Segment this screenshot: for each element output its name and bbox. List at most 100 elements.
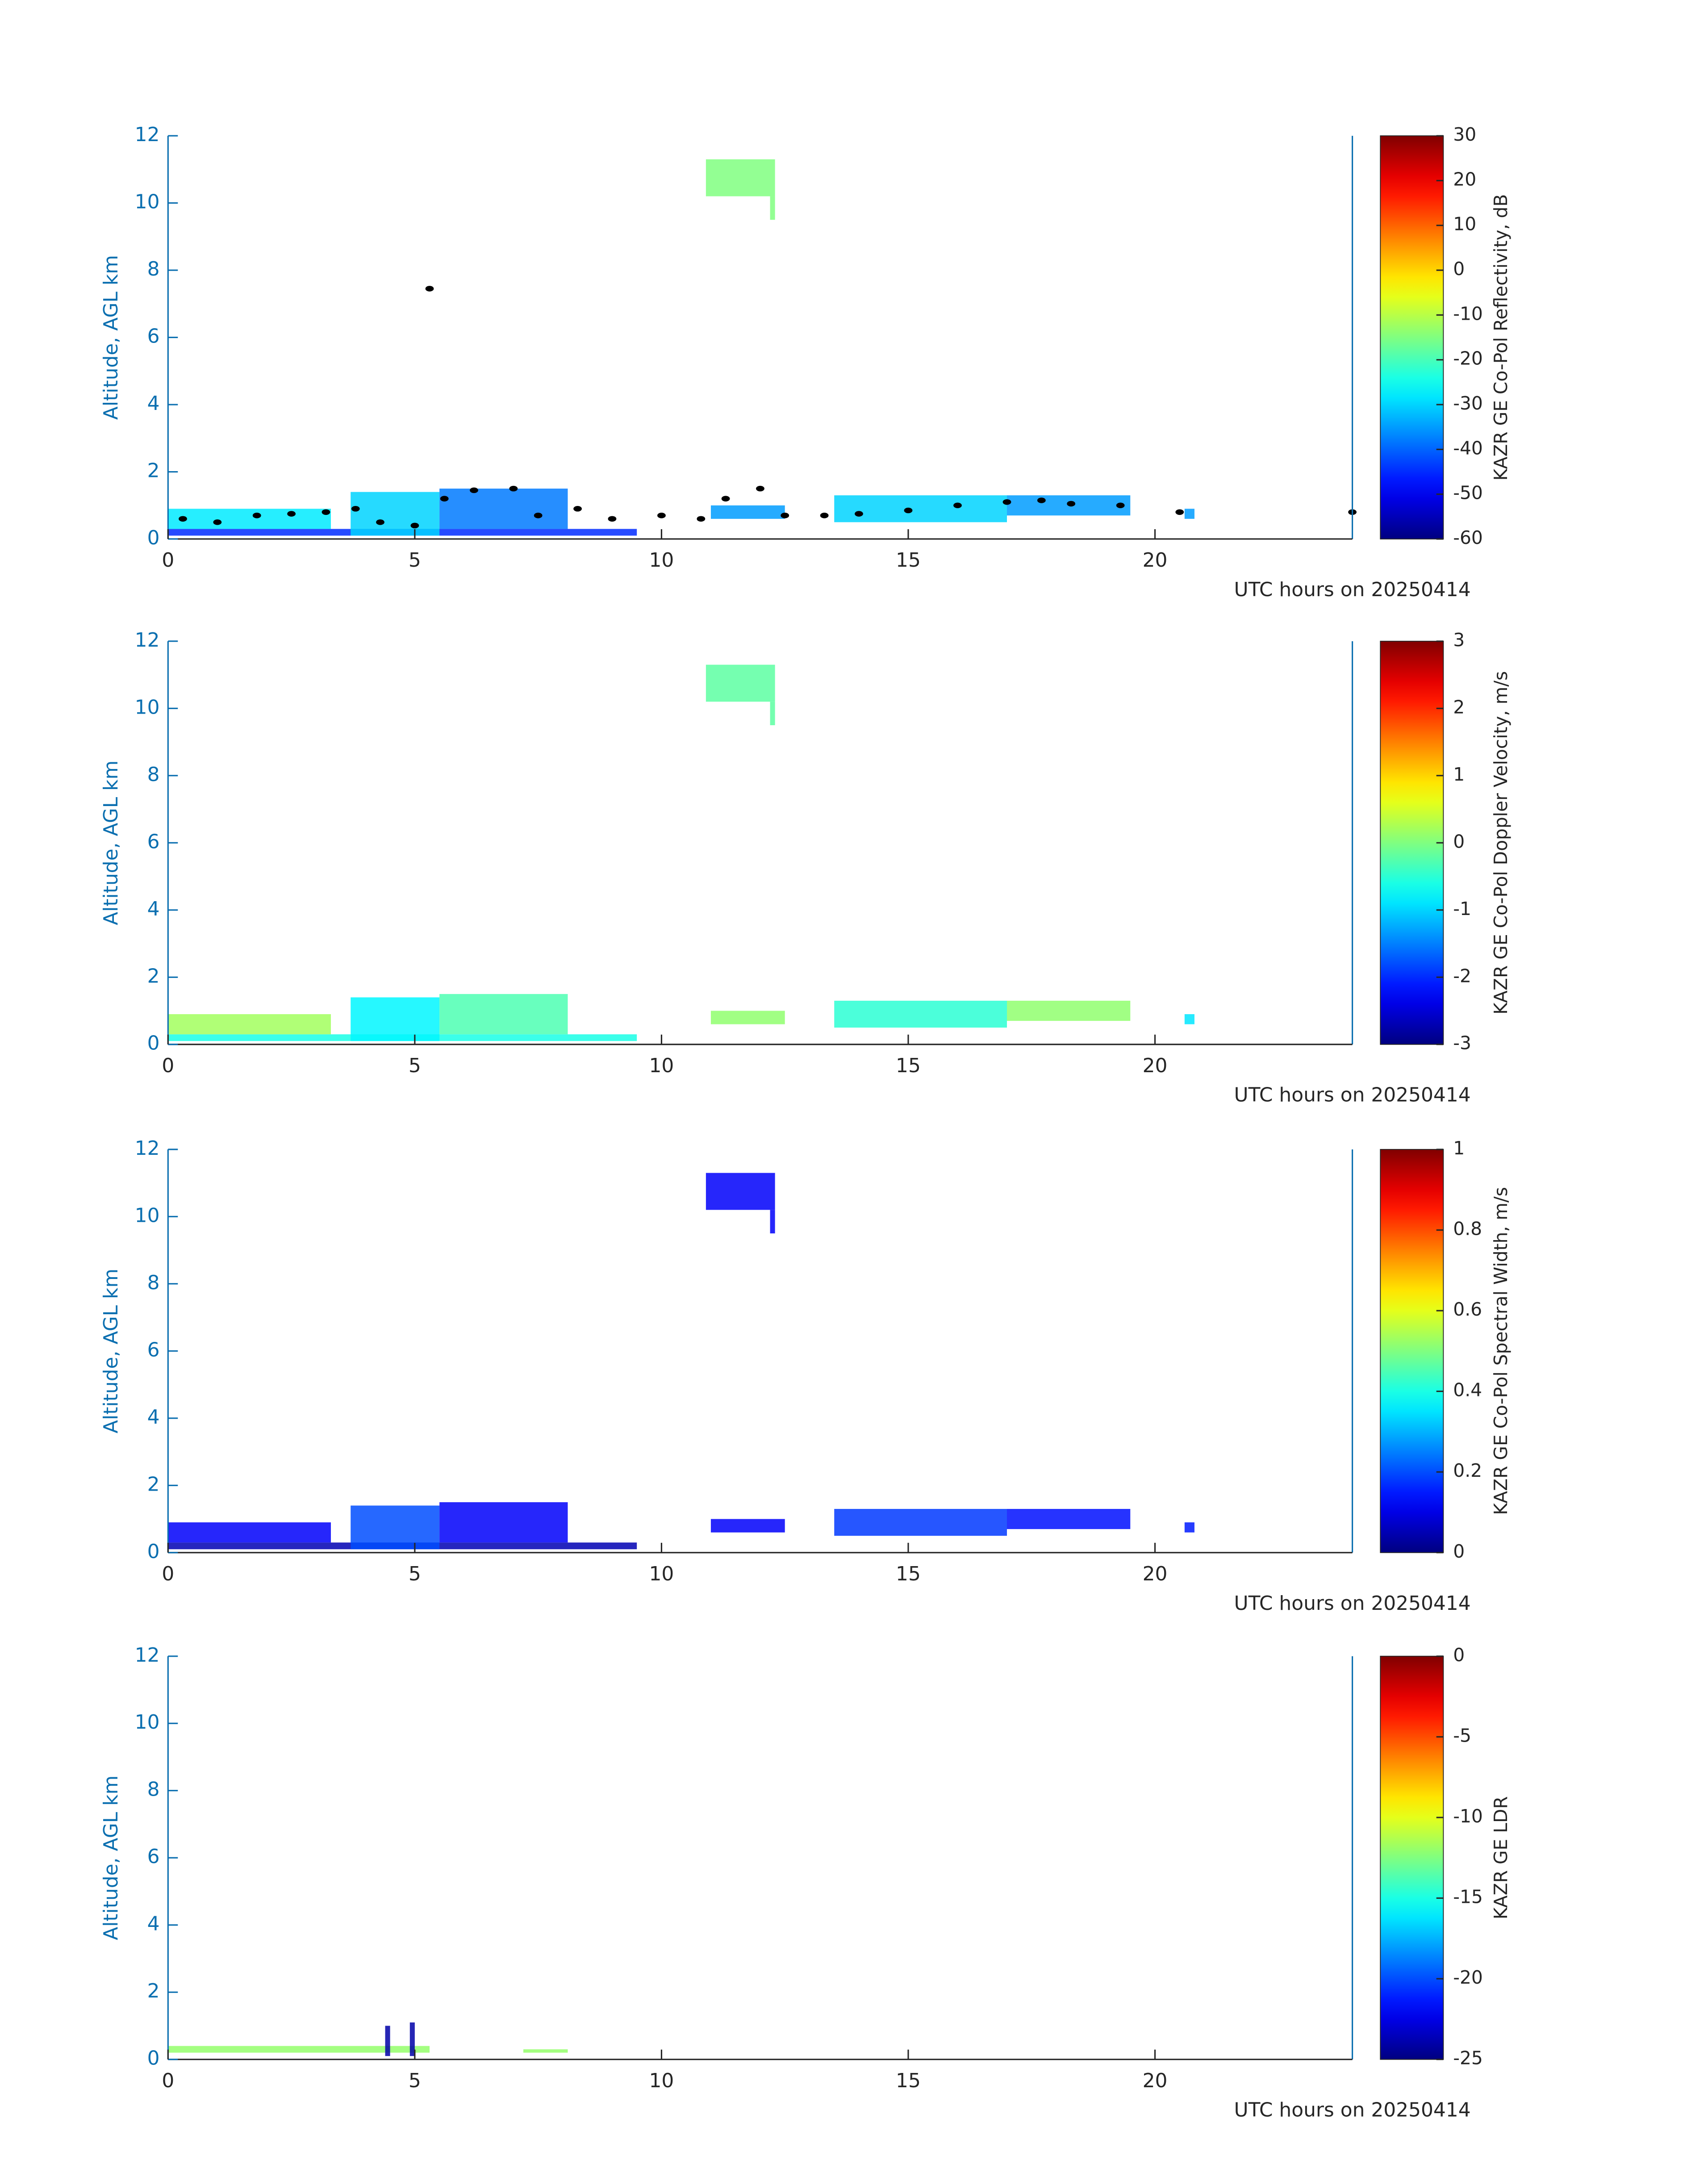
x-tick-label: 15 (896, 549, 921, 572)
x-tick-label: 20 (1143, 1563, 1168, 1585)
point (608, 516, 617, 522)
y-tick-label: 4 (147, 1406, 160, 1429)
x-tick-label: 10 (649, 549, 674, 572)
colorbar-tick-label: 30 (1453, 124, 1476, 145)
echo (1184, 1014, 1194, 1024)
point (376, 519, 384, 525)
x-axis-label: UTC hours on 20250414 (1234, 578, 1470, 601)
echo (706, 159, 775, 196)
echo (439, 994, 568, 1035)
y-tick-label: 8 (147, 763, 160, 786)
colorbar (1380, 640, 1444, 1045)
y-tick-label: 12 (135, 629, 160, 652)
y-tick-label: 0 (147, 526, 160, 549)
point (410, 522, 419, 529)
echo (168, 1014, 331, 1035)
echo (168, 2046, 430, 2053)
colorbar-label: KAZR GE LDR (1490, 1796, 1512, 1919)
point (440, 496, 449, 501)
point (322, 509, 330, 515)
echo (168, 1522, 331, 1543)
colorbar-tick-label: -25 (1453, 2047, 1483, 2069)
x-tick-label: 5 (409, 1054, 421, 1077)
point (470, 487, 478, 493)
colorbar-tick-label: -15 (1453, 1886, 1483, 1907)
echo (351, 492, 440, 536)
point (351, 506, 360, 512)
y-tick-label: 10 (135, 1204, 160, 1227)
point (820, 513, 829, 518)
colorbar (1380, 1149, 1444, 1553)
colorbar-tick-label: -5 (1453, 1725, 1471, 1746)
y-tick-label: 6 (147, 1845, 160, 1868)
point (287, 511, 296, 517)
echo (1184, 509, 1194, 519)
x-tick-label: 0 (162, 1563, 174, 1585)
y-tick-label: 8 (147, 1778, 160, 1801)
x-tick-label: 5 (409, 2069, 421, 2092)
y-tick-label: 6 (147, 325, 160, 348)
point (509, 485, 518, 492)
y-axis-label: Altitude, AGL km (100, 1776, 122, 1940)
echo (770, 702, 775, 725)
x-tick-label: 0 (162, 1054, 174, 1077)
x-tick-label: 15 (896, 1054, 921, 1077)
point (1067, 501, 1076, 507)
colorbar-tick-label: -3 (1453, 1032, 1471, 1054)
echo (834, 1508, 1007, 1536)
point (721, 496, 730, 501)
colorbar-tick-label: 0 (1453, 1644, 1465, 1666)
colorbar-tick-label: -2 (1453, 965, 1471, 986)
x-tick-label: 20 (1143, 549, 1168, 572)
point (781, 513, 789, 518)
point (697, 516, 706, 522)
point (657, 513, 666, 518)
echo (439, 489, 568, 529)
x-tick-label: 5 (409, 1563, 421, 1585)
x-axis-label: UTC hours on 20250414 (1234, 1592, 1470, 1615)
echo (706, 664, 775, 702)
echo (385, 2026, 390, 2056)
echo (834, 495, 1007, 522)
x-axis-label: UTC hours on 20250414 (1234, 2099, 1470, 2122)
colorbar (1380, 1655, 1444, 2060)
x-tick-label: 10 (649, 1054, 674, 1077)
colorbar-tick-label: 0.2 (1453, 1460, 1482, 1481)
echo (409, 2022, 415, 2056)
colorbar-tick-label: -40 (1453, 437, 1483, 459)
x-tick-label: 15 (896, 2069, 921, 2092)
point (1116, 502, 1125, 509)
y-tick-label: 6 (147, 1338, 160, 1361)
point (953, 502, 962, 509)
colorbar-tick-label: -10 (1453, 303, 1483, 324)
y-tick-label: 8 (147, 1271, 160, 1294)
colorbar-tick-label: -30 (1453, 393, 1483, 414)
y-tick-label: 12 (135, 123, 160, 146)
y-axis-label: Altitude, AGL km (100, 255, 122, 420)
x-tick-label: 10 (649, 2069, 674, 2092)
echo (1184, 1522, 1194, 1533)
y-tick-label: 4 (147, 1913, 160, 1935)
y-tick-label: 2 (147, 1473, 160, 1496)
y-tick-label: 0 (147, 2047, 160, 2070)
point (756, 485, 764, 492)
y-tick-label: 2 (147, 460, 160, 482)
echo (168, 509, 331, 529)
y-axis-label: Altitude, AGL km (100, 760, 122, 925)
colorbar-label: KAZR GE Co-Pol Reflectivity, dB (1490, 194, 1512, 481)
y-tick-label: 0 (147, 1032, 160, 1055)
colorbar-tick-label: 10 (1453, 213, 1476, 235)
echo (351, 1505, 440, 1550)
echo (706, 1173, 775, 1210)
y-tick-label: 8 (147, 258, 160, 280)
point (1175, 509, 1184, 515)
x-tick-label: 0 (162, 549, 174, 572)
echo (834, 1000, 1007, 1028)
colorbar-tick-label: 1 (1453, 1137, 1465, 1159)
colorbar (1380, 135, 1444, 539)
point (425, 286, 434, 292)
y-tick-label: 12 (135, 1644, 160, 1667)
colorbar-tick-label: 2 (1453, 696, 1465, 718)
y-tick-label: 2 (147, 1980, 160, 2002)
